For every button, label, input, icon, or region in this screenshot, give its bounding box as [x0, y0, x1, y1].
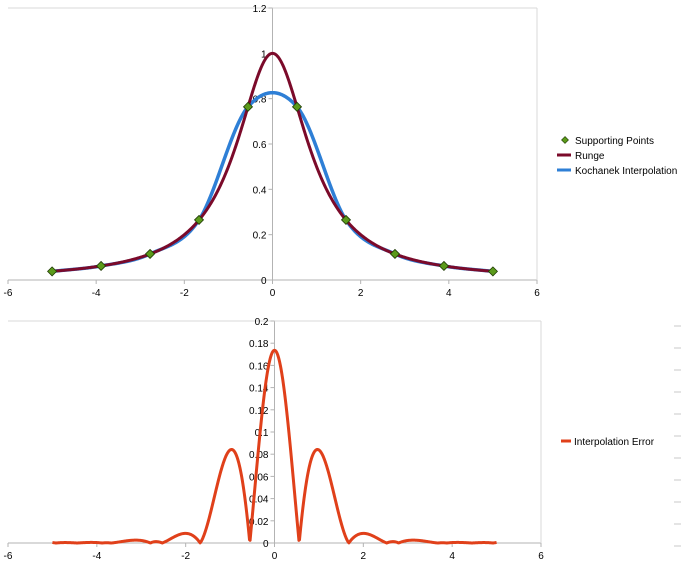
bottom-y-tick-label: 0.1	[255, 428, 269, 439]
bottom-x-tick-label: -4	[92, 551, 101, 562]
top-x-tick-label: -6	[4, 288, 13, 299]
legend-interpolation-error-label: Interpolation Error	[574, 437, 655, 448]
bottom-y-tick-label: 0.12	[249, 406, 269, 417]
bottom-chart: -6 -4 -2 0 2 4 600.020.040.060.080.10.120.140.…	[4, 317, 681, 562]
legend-supporting-points-icon	[561, 136, 569, 144]
top-x-tick-label: -2	[180, 288, 189, 299]
top-x-tick-label: 6	[534, 288, 540, 299]
top-y-tick-label: 0	[261, 276, 267, 287]
legend-supporting-points-label: Supporting Points	[575, 136, 654, 147]
supporting-point-marker	[340, 214, 352, 225]
top-x-tick-label: 4	[446, 288, 452, 299]
bottom-axes: -6 -4 -2 0 2 4 600.020.040.060.080.10.120.140.…	[4, 317, 545, 562]
bottom-x-tick-label: -2	[181, 551, 190, 562]
top-x-tick-label: 2	[358, 288, 364, 299]
bottom-y-tick-label: 0.14	[249, 384, 269, 395]
supporting-point-marker	[193, 214, 205, 225]
bottom-x-tick-label: 0	[272, 551, 278, 562]
bottom-x-tick-label: 2	[361, 551, 367, 562]
bottom-y-tick-label: 0.04	[249, 495, 269, 506]
top-legend: Supporting Points Runge Kochanek Interpola…	[557, 136, 677, 177]
bottom-x-tick-label: 6	[538, 551, 544, 562]
bottom-y-tick-label: 0.18	[249, 339, 269, 350]
bottom-y-tick-label: 0.2	[255, 317, 269, 328]
top-series	[47, 51, 498, 277]
supporting-point-marker	[95, 260, 107, 272]
top-axes: -6 -4 -2 0 2 4 6 0 0.2 0.4 0.6 0.8 1 1.2	[4, 4, 541, 299]
bottom-series	[51, 348, 498, 545]
supporting-point-marker	[47, 266, 58, 277]
bottom-legend: Interpolation Error	[561, 437, 655, 448]
top-x-tick-label: 0	[270, 288, 276, 299]
runge-line	[51, 51, 494, 273]
bottom-y-tick-label: 0.02	[249, 517, 269, 528]
legend-kochanek-label: Kochanek Interpolation	[575, 166, 677, 177]
top-y-tick-label: 0.6	[253, 140, 267, 151]
supporting-point-marker	[438, 260, 450, 272]
supporting-point-marker	[389, 248, 401, 259]
top-y-tick-label: 1	[261, 49, 267, 60]
bottom-y-tick-label: 0	[263, 539, 269, 550]
bottom-x-tick-label: 4	[449, 551, 455, 562]
bottom-y-tick-label: 0.06	[249, 472, 269, 483]
supporting-point-marker	[487, 266, 498, 277]
top-y-tick-label: 0.8	[253, 95, 267, 106]
legend-runge-label: Runge	[575, 151, 605, 162]
bottom-x-tick-label: -6	[4, 551, 13, 562]
bottom-y-tick-label: 0.16	[249, 361, 269, 372]
top-y-tick-label: 0.2	[253, 231, 267, 242]
top-chart: -6 -4 -2 0 2 4 6 0 0.2 0.4 0.6 0.8 1 1.2 Supporting P…	[4, 4, 678, 299]
supporting-point-marker	[291, 101, 303, 112]
supporting-point-marker	[242, 101, 254, 112]
supporting-point-marker	[144, 248, 156, 259]
interpolation-error-line	[51, 348, 498, 545]
top-x-tick-label: -4	[92, 288, 101, 299]
top-y-tick-label: 0.4	[253, 185, 267, 196]
top-y-tick-label: 1.2	[253, 4, 267, 15]
right-edge-marks	[674, 325, 681, 547]
